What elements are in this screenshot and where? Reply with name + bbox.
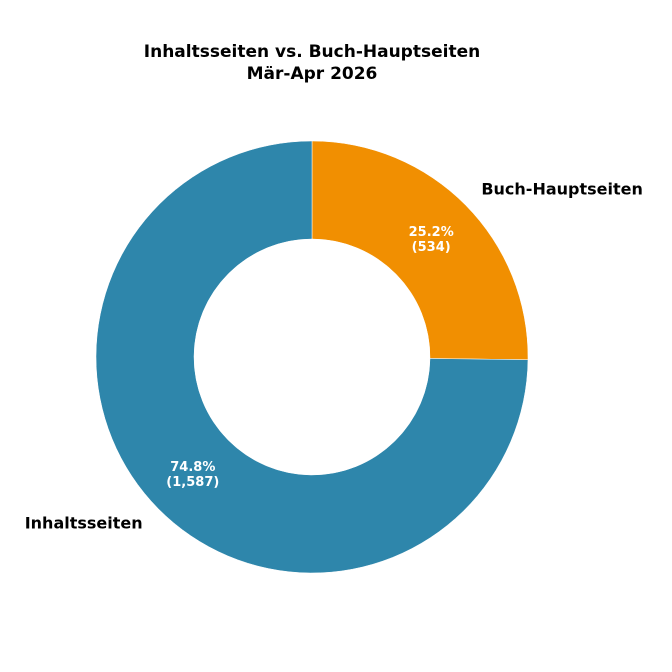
- category-label: Buch-Hauptseiten: [481, 179, 643, 198]
- donut-slice: [311, 140, 529, 360]
- chart-title: Inhaltsseiten vs. Buch-Hauptseiten: [144, 42, 480, 62]
- value-label: 74.8%: [170, 460, 215, 475]
- count-label: (534): [412, 240, 451, 255]
- count-label: (1,587): [166, 475, 219, 490]
- donut-slice: [95, 140, 529, 574]
- value-label: 25.2%: [409, 225, 454, 240]
- chart-subtitle: Mär-Apr 2026: [247, 64, 378, 84]
- category-label: Inhaltsseiten: [25, 514, 143, 533]
